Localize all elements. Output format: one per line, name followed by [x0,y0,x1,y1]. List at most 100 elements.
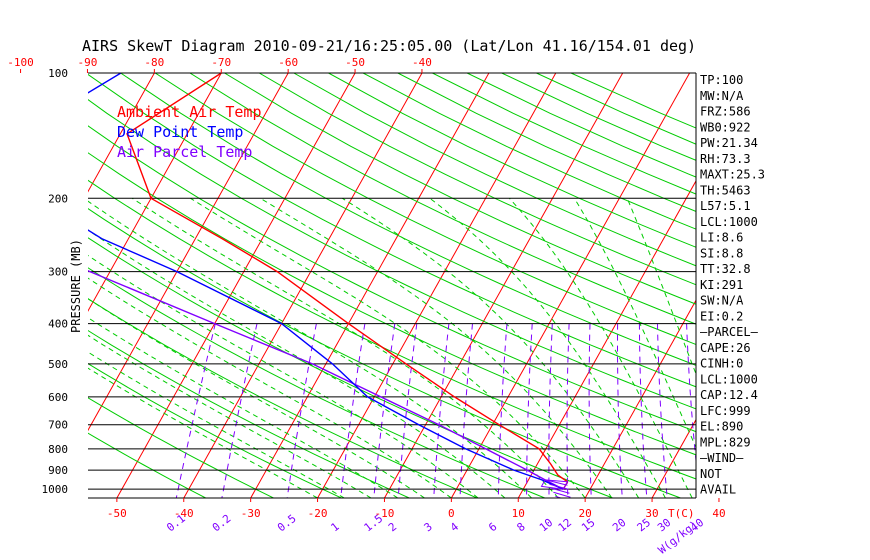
isotherm-line [450,73,691,498]
legend-entry: Air Parcel Temp [117,143,252,161]
cape-area [540,479,569,490]
dry-adiabat-line [88,73,696,388]
isotherm-line [250,73,490,498]
dry-adiabat-line [362,73,696,230]
index-entry: PW:21.34 [700,136,758,150]
pressure-tick-label: 100 [48,67,68,80]
grid-lines [88,73,696,498]
isotherm-line [88,73,222,312]
mixing-ratio-tick-label: 0.2 [210,512,234,534]
mixing-ratio-tick-label: 1 [329,520,342,534]
moist-adiabat-line [342,197,640,498]
mixing-ratio-line [657,323,668,498]
mixing-ratio-line [175,323,216,498]
mixing-ratio-line [459,323,473,498]
moist-adiabat-line [88,277,452,498]
dry-adiabat-line [189,73,696,325]
top-temp-tick-label: -90 [78,56,98,69]
pressure-tick-label: 300 [48,266,68,279]
index-entry: MW:N/A [700,89,744,103]
bottom-temp-tick-label: -10 [375,507,395,520]
moist-adiabat-line [626,198,696,376]
dewpoint-line [88,73,564,490]
cape-hatch-line [553,491,571,498]
bottom-temp-tick-label: -50 [107,507,127,520]
cape-hatch-line [555,495,563,498]
mixing-ratio-line [617,323,623,498]
index-entry: —PARCEL— [700,325,759,339]
bottom-temp-tick-label: 40 [712,507,725,520]
dry-adiabat-line [224,73,696,305]
temperature-line [126,73,569,490]
moist-adiabat-line [509,197,693,498]
pressure-tick-label: 800 [48,443,68,456]
moist-adiabat-line [260,197,613,498]
isotherm-line [116,73,356,498]
moist-adiabat-line [88,229,506,498]
mixing-ratio-line [397,323,418,498]
moist-adiabat-line [88,334,372,498]
mixing-ratio-tick-label: 3 [422,520,435,534]
cape-hatch-line [549,483,569,490]
mixing-ratio-line [221,323,258,498]
mixing-ratio-line [373,323,396,498]
index-entry: LFC:999 [700,404,751,418]
mixing-ratio-line [566,323,570,498]
legend-entry: Dew Point Temp [117,123,243,141]
dry-adiabat-line [258,73,696,286]
mixing-ratio-line [433,323,450,498]
y-axis-label: PRESSURE (MB) [69,239,83,333]
parcel-temp-line [88,270,564,490]
mixing-ratio-line [526,323,533,498]
isotherm-line [88,73,289,432]
index-entry: TH:5463 [700,183,751,197]
mixing-ratio-tick-label: 2 [386,520,399,534]
index-entry: EL:890 [700,420,743,434]
mixing-ratio-tick-label: 10 [537,516,555,534]
mixing-ratio-line [340,323,366,498]
mixing-ratio-line [548,323,553,498]
index-entry: MAXT:25.3 [700,168,765,182]
bottom-temp-tick-label: 0 [448,507,455,520]
index-entry: EI:0.2 [700,309,743,323]
axes: 1002003004005006007008009001000-120-110-… [7,56,725,534]
moist-adiabat-line [190,197,586,498]
dry-adiabat-line [88,208,681,498]
mixing-ratio-line [638,323,648,498]
moist-adiabat-line [88,351,345,498]
dry-adiabat-line [88,98,696,410]
moist-adiabat-line [132,197,559,498]
pressure-tick-label: 600 [48,391,68,404]
dry-adiabat-line [88,152,696,456]
dry-adiabat-line [328,73,696,248]
mixing-ratio-tick-label: 25 [635,516,653,534]
mixing-ratio-line [686,323,696,467]
dry-adiabat-line [88,267,545,498]
index-entry: SI:8.8 [700,246,743,260]
index-entry: MPL:829 [700,435,751,449]
cape-hatch-line [551,487,570,494]
top-temp-tick-label: -60 [278,56,298,69]
mixing-ratio-tick-label: 0.5 [275,512,299,534]
moist-adiabat-line [88,367,318,498]
dry-adiabat-line [88,397,274,498]
top-temp-tick-label: -100 [7,56,34,69]
legend: Ambient Air Temp Dew Point Temp Air Parcel… [117,103,262,161]
cape-hatch-line [557,500,572,505]
cape-hatch-line [547,479,568,486]
pressure-tick-label: 400 [48,318,68,331]
isotherm-line [517,179,696,498]
dry-adiabat-line [88,432,206,498]
dry-adiabat-line [88,298,478,498]
mixing-ratio-tick-label: 30 [655,516,673,534]
bottom-temp-tick-label: 20 [579,507,592,520]
index-entry: RH:73.3 [700,152,751,166]
index-entry: CINH:0 [700,357,743,371]
bottom-temp-tick-label: -20 [308,507,328,520]
index-entry: CAPE:26 [700,341,751,355]
index-entry: WB0:922 [700,120,751,134]
moist-adiabat-line [573,198,696,449]
moist-adiabat-line [429,197,666,498]
